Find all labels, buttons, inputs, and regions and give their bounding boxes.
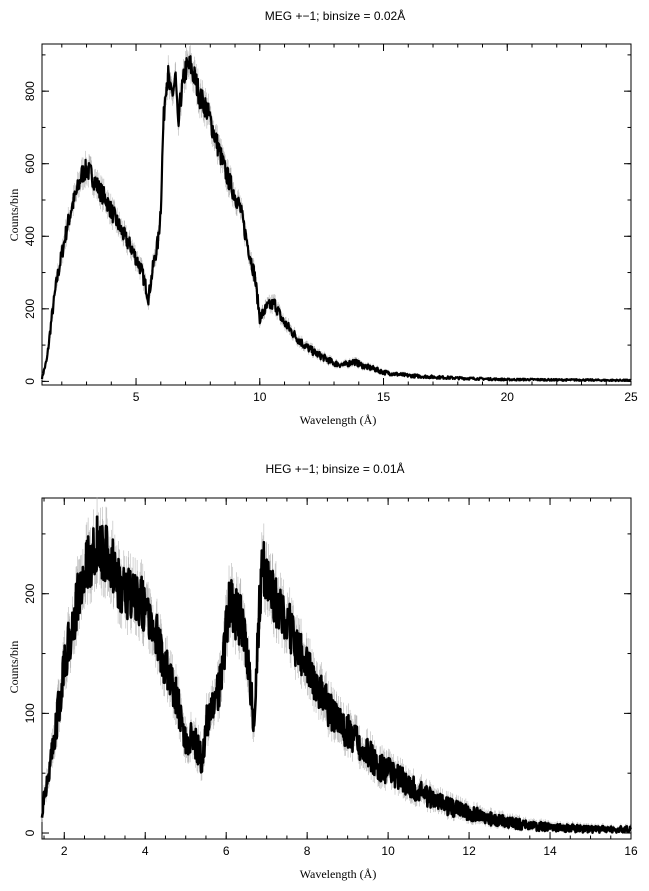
top-x-tick-label: 5 bbox=[133, 390, 140, 404]
meg-series-line bbox=[40, 55, 632, 383]
heg-chart: HEG +−1; binsize = 0.01Å 2 4 6 8 10 12 14 16 0 10… bbox=[0, 445, 649, 891]
top-y-tick-label: 0 bbox=[23, 378, 37, 385]
meg-chart: MEG +−1; binsize = 0.02Å 5 10 15 20 25 0 200 40… bbox=[0, 0, 649, 445]
top-x-tick-label: 20 bbox=[501, 390, 515, 404]
bottom-x-tick-label: 4 bbox=[142, 844, 149, 858]
bottom-x-tick-label: 14 bbox=[543, 844, 557, 858]
bottom-x-tick-label: 8 bbox=[304, 844, 311, 858]
heg-chart-title: HEG +−1; binsize = 0.01Å bbox=[265, 461, 404, 476]
meg-plot-frame bbox=[41, 43, 632, 386]
top-x-tick-label: 25 bbox=[624, 390, 638, 404]
top-y-tick-label: 800 bbox=[23, 81, 37, 101]
top-x-tick-label: 10 bbox=[253, 390, 267, 404]
top-error-bars bbox=[41, 45, 632, 382]
top-y-tick-label: 400 bbox=[23, 226, 37, 246]
meg-chart-svg: MEG +−1; binsize = 0.02Å 5 10 15 20 25 0 200 40… bbox=[7, 8, 638, 427]
heg-chart-svg: HEG +−1; binsize = 0.01Å 2 4 6 8 10 12 14 16 0 10… bbox=[7, 461, 638, 881]
top-x-tick-label: 15 bbox=[377, 390, 391, 404]
bottom-error-bars bbox=[41, 497, 632, 834]
heg-y-axis-label: Counts/bin bbox=[7, 641, 21, 694]
meg-chart-title: MEG +−1; binsize = 0.02Å bbox=[265, 8, 405, 23]
bottom-x-tick-label: 2 bbox=[61, 844, 68, 858]
bottom-x-tick-label: 16 bbox=[624, 844, 638, 858]
meg-x-axis-label: Wavelength (Å) bbox=[300, 413, 377, 427]
top-y-tick-label: 200 bbox=[23, 298, 37, 318]
top-y-tick-label: 600 bbox=[23, 153, 37, 173]
bottom-x-tick-label: 6 bbox=[223, 844, 230, 858]
bottom-y-tick-label: 200 bbox=[23, 583, 37, 603]
bottom-y-tick-label: 100 bbox=[23, 703, 37, 723]
heg-plot-frame bbox=[41, 497, 632, 840]
bottom-x-tick-label: 12 bbox=[462, 844, 476, 858]
bottom-y-tick-label: 0 bbox=[23, 829, 37, 836]
bottom-x-tick-label: 10 bbox=[381, 844, 395, 858]
heg-x-axis-label: Wavelength (Å) bbox=[300, 867, 377, 881]
heg-series-line bbox=[40, 515, 632, 834]
meg-y-axis-label: Counts/bin bbox=[7, 189, 21, 242]
